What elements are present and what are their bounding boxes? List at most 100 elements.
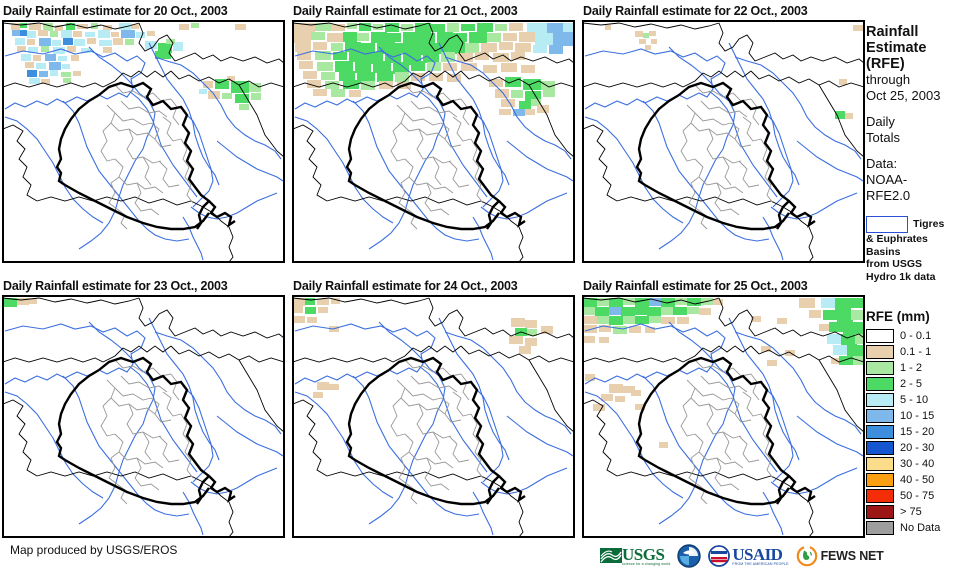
basin-label-rest: & Euphrates Basins from USGS Hydro 1k da… — [866, 233, 967, 283]
rfe-legend-row: 30 - 40 — [866, 456, 967, 471]
map-frame-border — [293, 21, 574, 262]
sidebar-data-line3: RFE2.0 — [866, 188, 911, 203]
rfe-legend-row: 2 - 5 — [866, 376, 967, 391]
rfe-legend-row: 20 - 30 — [866, 440, 967, 455]
rfe-legend-row: 0 - 0.1 — [866, 328, 967, 343]
rfe-legend-swatch — [866, 344, 894, 359]
logo-bar: USGS science for a changing world USAID … — [600, 541, 884, 571]
rfe-legend-swatch — [866, 392, 894, 407]
noaa-seal-icon — [677, 544, 702, 568]
country-border-layer — [3, 22, 284, 262]
rfe-legend-label: No Data — [900, 521, 941, 534]
usgs-logo-tagline: science for a changing world — [622, 561, 671, 566]
rfe-legend-swatch — [866, 376, 894, 391]
rfe-legend-heading: RFE (mm) — [866, 309, 930, 324]
map-canvas[interactable] — [582, 295, 865, 538]
usaid-logo: USAID FROM THE AMERICAN PEOPLE — [708, 542, 789, 570]
country-border-layer — [293, 297, 574, 537]
rfe-legend-label: 30 - 40 — [900, 457, 935, 470]
rfe-legend-row: 50 - 75 — [866, 488, 967, 503]
province-border-layer — [390, 84, 484, 230]
rfe-legend-row: > 75 — [866, 504, 967, 519]
rfe-legend-swatch — [866, 504, 894, 519]
map-canvas[interactable] — [292, 295, 575, 538]
province-border-layer — [680, 359, 774, 505]
sidebar-title-line3: (RFE) — [866, 56, 905, 72]
basin-legend-row: Tigres — [866, 216, 967, 233]
basin-label-line2: & Euphrates — [866, 233, 928, 245]
rfe-legend-row: 40 - 50 — [866, 472, 967, 487]
rfe-legend-row: No Data — [866, 520, 967, 535]
footer-credit: Map produced by USGS/EROS — [10, 543, 178, 557]
rfe-legend-swatch — [866, 408, 894, 423]
basin-label-line3: Basins — [866, 245, 901, 258]
rfe-legend-list: 0 - 0.1 0.1 - 1 1 - 2 2 - 5 5 - 10 10 - 15 15 … — [866, 328, 967, 535]
map-svg — [3, 21, 284, 262]
map-svg — [3, 296, 284, 537]
usaid-logo-text: USAID — [732, 544, 783, 564]
map-canvas[interactable] — [292, 20, 575, 263]
usgs-logo: USGS science for a changing world — [600, 542, 670, 570]
map-svg — [293, 296, 574, 537]
map-panel-22-oct: Daily Rainfall estimate for 22 Oct., 200… — [580, 3, 866, 265]
map-canvas[interactable] — [2, 295, 285, 538]
basin-layer — [4, 42, 284, 261]
rfe-legend-label: 40 - 50 — [900, 473, 935, 486]
rfe-legend-label: 0.1 - 1 — [900, 345, 932, 358]
rfe-legend-swatch — [866, 488, 894, 503]
map-panel-24-oct: Daily Rainfall estimate for 24 Oct., 200… — [290, 278, 576, 540]
iraq-border-layer — [635, 356, 816, 506]
panel-title: Daily Rainfall estimate for 22 Oct., 200… — [583, 4, 808, 18]
map-frame-border — [3, 21, 284, 262]
map-frame-border — [293, 296, 574, 537]
panel-title: Daily Rainfall estimate for 21 Oct., 200… — [293, 4, 518, 18]
country-border-layer — [583, 297, 864, 537]
panel-title: Daily Rainfall estimate for 23 Oct., 200… — [3, 279, 228, 293]
sidebar-through-label: through — [866, 72, 911, 87]
map-frame-border — [583, 21, 864, 262]
rfe-legend-label: 5 - 10 — [900, 393, 929, 406]
basin-layer — [294, 42, 574, 261]
map-svg — [293, 21, 574, 262]
map-panel-25-oct: Daily Rainfall estimate for 25 Oct., 200… — [580, 278, 866, 540]
basin-layer — [584, 317, 864, 536]
province-border-layer — [100, 84, 194, 230]
usgs-logo-text: USGS — [622, 544, 665, 564]
iraq-border-layer — [55, 356, 236, 506]
map-panel-grid: Daily Rainfall estimate for 20 Oct., 200… — [0, 3, 865, 540]
map-frame-border — [3, 296, 284, 537]
map-panel-23-oct: Daily Rainfall estimate for 23 Oct., 200… — [0, 278, 286, 540]
usgs-mark-icon — [600, 548, 622, 563]
rfe-legend-swatch — [866, 424, 894, 439]
rfe-legend-swatch — [866, 456, 894, 471]
map-svg — [583, 21, 864, 262]
map-svg — [583, 296, 864, 537]
map-canvas[interactable] — [2, 20, 285, 263]
iraq-border-layer — [635, 81, 816, 231]
rfe-legend-swatch — [866, 440, 894, 455]
rfe-legend-label: 50 - 75 — [900, 489, 935, 502]
map-panel-20-oct: Daily Rainfall estimate for 20 Oct., 200… — [0, 3, 286, 265]
rfe-legend-row: 15 - 20 — [866, 424, 967, 439]
country-border-layer — [3, 297, 284, 537]
rfe-legend-label: 20 - 30 — [900, 441, 935, 454]
rfe-legend-label: 2 - 5 — [900, 377, 923, 390]
rfe-legend-swatch — [866, 520, 894, 535]
legend-sidebar: Rainfall Estimate (RFE) through Oct 25, … — [862, 0, 967, 576]
rfe-legend-row: 10 - 15 — [866, 408, 967, 423]
province-border-layer — [680, 84, 774, 230]
basin-label-line5: Hydro 1k data — [866, 270, 936, 283]
fews-globe-icon — [796, 545, 817, 567]
rfe-legend-label: 0 - 0.1 — [900, 329, 932, 342]
rfe-legend-swatch — [866, 360, 894, 375]
sidebar-totals-line1: Daily — [866, 114, 895, 129]
sidebar-data-source-block: Data: NOAA- RFE2.0 — [866, 156, 967, 204]
rfe-legend-label: > 75 — [900, 505, 922, 518]
sidebar-through-date: Oct 25, 2003 — [866, 88, 941, 103]
sidebar-title-line1: Rainfall — [866, 24, 919, 40]
province-border-layer — [100, 359, 194, 505]
usaid-logo-tagline: FROM THE AMERICAN PEOPLE — [732, 561, 789, 566]
map-canvas[interactable] — [582, 20, 865, 263]
sidebar-data-label: Data: — [866, 156, 898, 171]
basin-label-line4: from USGS — [866, 258, 923, 270]
